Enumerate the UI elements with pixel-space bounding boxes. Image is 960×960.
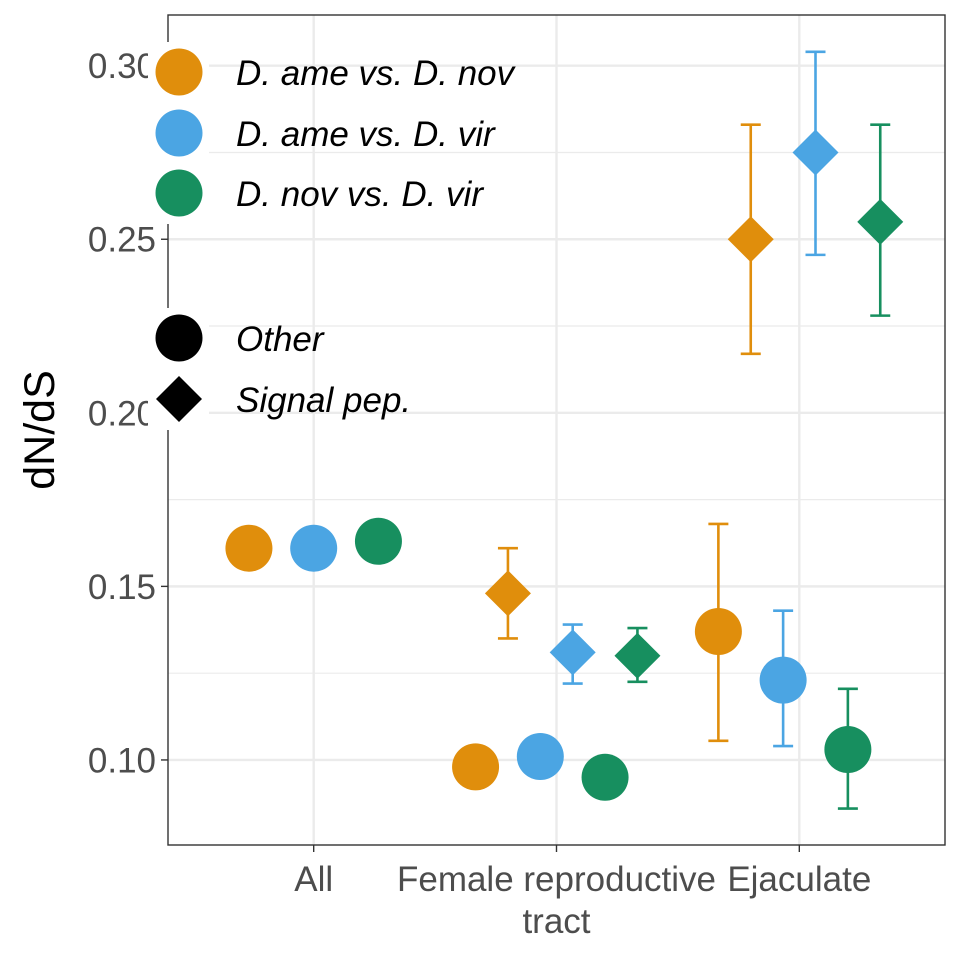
diamond-point (549, 629, 596, 676)
legend-diamond-icon (156, 376, 202, 422)
gridlines (168, 15, 945, 845)
legend-label: D. ame vs. D. vir (236, 115, 496, 154)
legend-label: Signal pep. (236, 381, 411, 420)
diamond-point (857, 198, 904, 245)
legend-circle-icon (155, 109, 203, 157)
x-tick-label: Ejaculate (727, 860, 871, 899)
circle-point (290, 524, 338, 572)
circle-point (824, 726, 872, 774)
circle-point (694, 608, 742, 656)
circle-point (225, 524, 273, 572)
diamond-point (727, 216, 774, 263)
diamond-point (484, 570, 531, 617)
circle-point (516, 732, 564, 780)
circle-point (452, 743, 500, 791)
legend-circle-icon (155, 48, 203, 96)
y-tick-label: 0.10 (88, 741, 156, 780)
x-tick-label: All (294, 860, 333, 899)
legend-item-comparison: D. ame vs. D. vir (155, 109, 496, 157)
legend-item-type: Signal pep. (156, 376, 411, 422)
y-axis-title: dN/dS (16, 370, 64, 490)
circle-point (759, 656, 807, 704)
diamond-point (792, 129, 839, 176)
y-tick-label: 0.30 (88, 47, 156, 86)
diamond-point (614, 632, 661, 679)
legend: D. ame vs. D. nov D. ame vs. D. vir D. nov… (148, 42, 517, 430)
legend-label: D. nov vs. D. vir (236, 175, 484, 214)
legend-item-comparison: D. nov vs. D. vir (155, 169, 484, 217)
legend-label: D. ame vs. D. nov (236, 54, 517, 93)
y-tick-label: 0.15 (88, 568, 156, 607)
y-tick-label: 0.25 (88, 221, 156, 260)
circle-point (354, 517, 402, 565)
legend-circle-icon (155, 314, 203, 362)
legend-label: Other (236, 320, 325, 359)
data-points (225, 129, 904, 801)
x-tick-label: Female reproductive tract (397, 860, 716, 941)
y-axis: 0.10 0.15 0.20 0.25 0.30 (88, 47, 168, 780)
legend-circle-icon (155, 169, 203, 217)
x-axis: All Female reproductive tract Ejaculate (294, 845, 871, 941)
legend-item-type: Other (155, 314, 325, 362)
circle-point (581, 753, 629, 801)
y-tick-label: 0.20 (88, 394, 156, 433)
legend-item-comparison: D. ame vs. D. nov (155, 48, 517, 96)
